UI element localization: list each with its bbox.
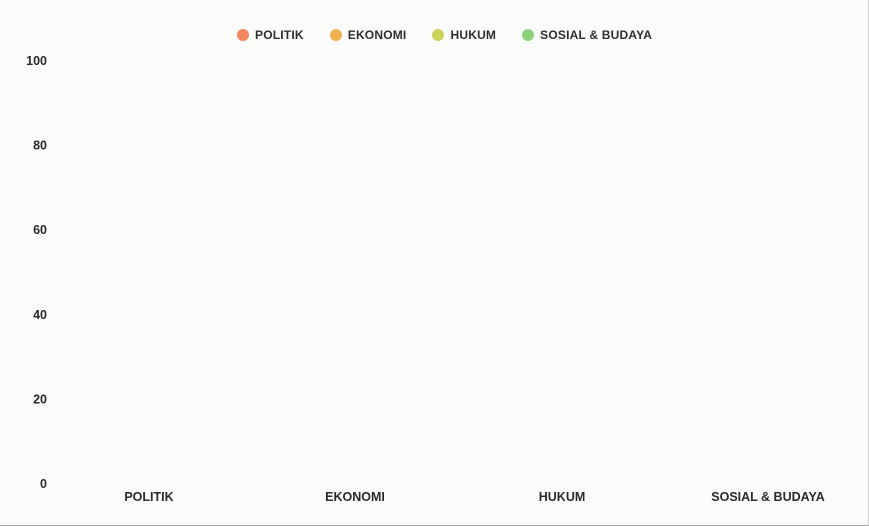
legend-swatch-hukum xyxy=(432,29,445,41)
legend-label-ekonomi: EKONOMI xyxy=(347,28,407,42)
y-tick-label-40: 40 xyxy=(33,308,47,322)
legend-label-hukum: HUKUM xyxy=(450,28,497,42)
x-tick-label-ekonomi: EKONOMI xyxy=(325,490,385,504)
legend-swatch-sosial-budaya xyxy=(522,29,535,41)
legend: POLITIK EKONOMI HUKUM SOSIAL & BUDAYA xyxy=(237,28,652,42)
y-tick-label-100: 100 xyxy=(26,54,47,68)
legend-item-ekonomi[interactable]: EKONOMI xyxy=(329,28,407,42)
x-tick-label-sosial-budaya: SOSIAL & BUDAYA xyxy=(711,490,824,504)
y-tick-label-20: 20 xyxy=(33,392,47,406)
legend-label-sosial-budaya: SOSIAL & BUDAYA xyxy=(540,28,653,42)
y-axis: 0 20 40 60 80 100 xyxy=(26,54,47,491)
legend-item-hukum[interactable]: HUKUM xyxy=(432,28,496,42)
legend-label-politik: POLITIK xyxy=(255,28,304,42)
legend-item-sosial-budaya[interactable]: SOSIAL & BUDAYA xyxy=(522,28,652,42)
y-tick-label-80: 80 xyxy=(33,139,47,153)
x-tick-label-hukum: HUKUM xyxy=(539,490,586,504)
legend-swatch-politik xyxy=(237,29,249,41)
x-axis: POLITIK EKONOMI HUKUM SOSIAL & BUDAYA xyxy=(124,490,824,504)
y-tick-label-0: 0 xyxy=(40,477,47,491)
legend-swatch-ekonomi xyxy=(329,29,342,41)
legend-item-politik[interactable]: POLITIK xyxy=(237,28,304,42)
y-tick-label-60: 60 xyxy=(33,223,47,237)
x-tick-label-politik: POLITIK xyxy=(124,490,173,504)
